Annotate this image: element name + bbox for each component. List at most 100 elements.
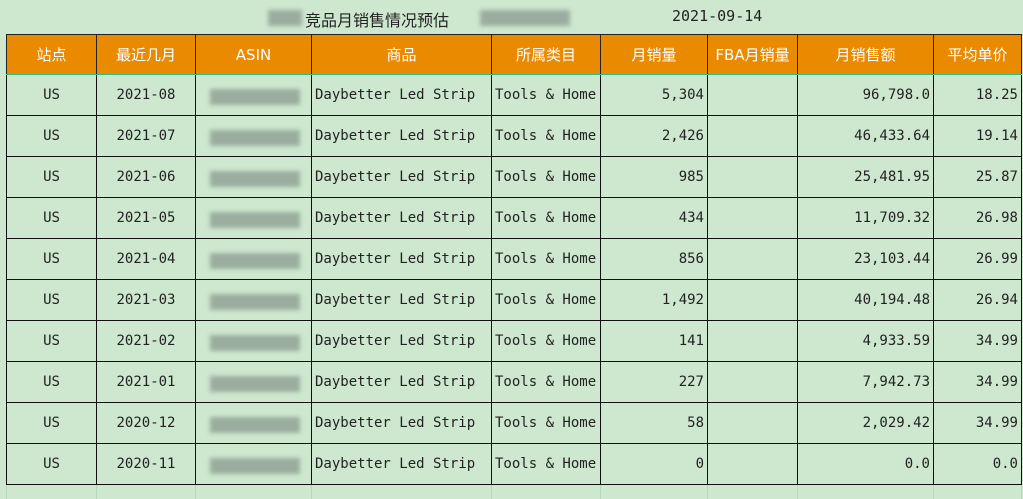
cell-site[interactable]: US [7,75,97,116]
cell-price[interactable]: 34.99 [934,321,1022,362]
column-header-product[interactable]: 商品 [312,35,492,75]
cell-price[interactable]: 25.87 [934,157,1022,198]
column-header-category[interactable]: 所属类目 [492,35,601,75]
cell-price[interactable]: 34.99 [934,362,1022,403]
cell-price[interactable]: 26.98 [934,198,1022,239]
cell-month[interactable]: 2021-08 [97,75,196,116]
cell-sales[interactable]: 2,426 [601,116,708,157]
cell-sales[interactable]: 227 [601,362,708,403]
cell-month[interactable]: 2021-06 [97,157,196,198]
cell-asin[interactable] [196,444,312,485]
cell-revenue[interactable]: 25,481.95 [798,157,934,198]
cell-sales[interactable]: 0 [601,444,708,485]
cell-revenue[interactable]: 96,798.0 [798,75,934,116]
cell-revenue[interactable]: 4,933.59 [798,321,934,362]
cell-month[interactable]: 2020-11 [97,444,196,485]
cell-category[interactable]: Tools & Home [492,116,601,157]
cell-product[interactable]: Daybetter Led Strip [312,157,492,198]
cell-asin[interactable] [196,321,312,362]
cell-sales[interactable]: 985 [601,157,708,198]
cell-month[interactable]: 2021-02 [97,321,196,362]
cell-asin[interactable] [196,280,312,321]
cell-revenue[interactable]: 2,029.42 [798,403,934,444]
cell-price[interactable]: 18.25 [934,75,1022,116]
cell-month[interactable]: 2021-07 [97,116,196,157]
column-header-asin[interactable]: ASIN [196,35,312,75]
cell-fba[interactable] [708,403,798,444]
cell-month[interactable]: 2021-05 [97,198,196,239]
cell-fba[interactable] [708,362,798,403]
cell-category[interactable]: Tools & Home [492,321,601,362]
cell-category[interactable]: Tools & Home [492,157,601,198]
cell-fba[interactable] [708,239,798,280]
cell-price[interactable]: 26.99 [934,239,1022,280]
cell-fba[interactable] [708,116,798,157]
cell-category[interactable]: Tools & Home [492,362,601,403]
cell-revenue[interactable]: 46,433.64 [798,116,934,157]
cell-product[interactable]: Daybetter Led Strip [312,116,492,157]
cell-price[interactable]: 26.94 [934,280,1022,321]
cell-month[interactable]: 2021-04 [97,239,196,280]
cell-category[interactable]: Tools & Home [492,239,601,280]
cell-category[interactable]: Tools & Home [492,403,601,444]
cell-category[interactable]: Tools & Home [492,75,601,116]
cell-asin[interactable] [196,75,312,116]
cell-fba[interactable] [708,444,798,485]
cell-asin[interactable] [196,362,312,403]
cell-sales[interactable]: 141 [601,321,708,362]
cell-revenue[interactable]: 11,709.32 [798,198,934,239]
cell-sales[interactable]: 434 [601,198,708,239]
cell-month[interactable]: 2021-03 [97,280,196,321]
cell-category[interactable]: Tools & Home [492,444,601,485]
cell-month[interactable]: 2020-12 [97,403,196,444]
cell-product[interactable]: Daybetter Led Strip [312,403,492,444]
cell-fba[interactable] [708,321,798,362]
cell-site[interactable]: US [7,116,97,157]
cell-site[interactable]: US [7,157,97,198]
cell-price[interactable]: 34.99 [934,403,1022,444]
cell-category[interactable]: Tools & Home [492,280,601,321]
cell-asin[interactable] [196,157,312,198]
cell-site[interactable]: US [7,444,97,485]
column-header-sales[interactable]: 月销量 [601,35,708,75]
cell-product[interactable]: Daybetter Led Strip [312,321,492,362]
column-header-revenue[interactable]: 月销售额 [798,35,934,75]
cell-fba[interactable] [708,75,798,116]
cell-asin[interactable] [196,403,312,444]
cell-product[interactable]: Daybetter Led Strip [312,280,492,321]
cell-asin[interactable] [196,116,312,157]
cell-site[interactable]: US [7,321,97,362]
cell-category[interactable]: Tools & Home [492,198,601,239]
cell-fba[interactable] [708,198,798,239]
cell-site[interactable]: US [7,239,97,280]
cell-fba[interactable] [708,157,798,198]
cell-asin[interactable] [196,198,312,239]
cell-fba[interactable] [708,280,798,321]
column-header-price[interactable]: 平均单价 [934,35,1022,75]
cell-product[interactable]: Daybetter Led Strip [312,239,492,280]
cell-revenue[interactable]: 7,942.73 [798,362,934,403]
cell-price[interactable]: 19.14 [934,116,1022,157]
cell-site[interactable]: US [7,403,97,444]
cell-sales[interactable]: 856 [601,239,708,280]
column-header-month[interactable]: 最近几月 [97,35,196,75]
cell-product[interactable]: Daybetter Led Strip [312,444,492,485]
cell-product[interactable]: Daybetter Led Strip [312,362,492,403]
column-header-fba[interactable]: FBA月销量 [708,35,798,75]
cell-month[interactable]: 2021-01 [97,362,196,403]
cell-sales[interactable]: 1,492 [601,280,708,321]
cell-site[interactable]: US [7,280,97,321]
cell-asin[interactable] [196,239,312,280]
cell-site[interactable]: US [7,198,97,239]
cell-site[interactable]: US [7,362,97,403]
cell-revenue[interactable]: 23,103.44 [798,239,934,280]
cell-price[interactable]: 0.0 [934,444,1022,485]
cell-product[interactable]: Daybetter Led Strip [312,198,492,239]
cell-sales[interactable]: 58 [601,403,708,444]
cell-product[interactable]: Daybetter Led Strip [312,75,492,116]
cell-revenue[interactable]: 0.0 [798,444,934,485]
cell-revenue[interactable]: 40,194.48 [798,280,934,321]
column-header-site[interactable]: 站点 [7,35,97,75]
cell-sales[interactable]: 5,304 [601,75,708,116]
